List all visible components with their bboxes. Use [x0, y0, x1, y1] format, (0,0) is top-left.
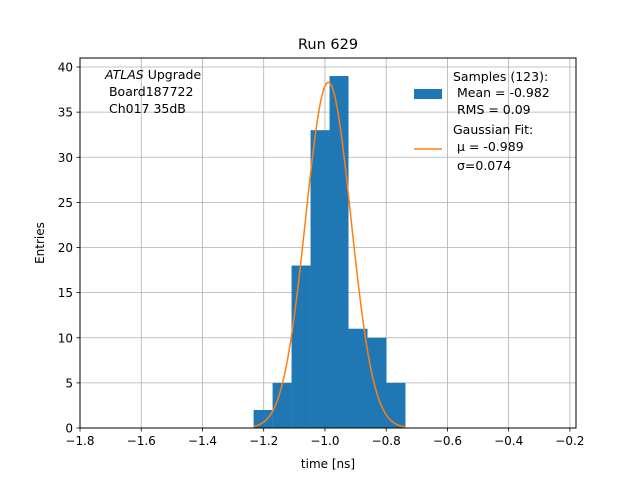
x-tick-label: −0.6 [433, 434, 462, 448]
histogram-bar [291, 265, 311, 428]
y-tick-label: 35 [58, 106, 73, 120]
legend-fit-line-1: Gaussian Fit: [453, 122, 533, 137]
legend-fit-line-3: σ=0.074 [453, 158, 511, 173]
x-tick-label: −0.8 [372, 434, 401, 448]
histogram-bar [329, 76, 349, 429]
legend-hist-line-3: RMS = 0.09 [453, 102, 531, 117]
y-tick-label: 40 [58, 61, 73, 75]
y-tick-label: 5 [65, 376, 73, 390]
x-tick-label: −0.4 [494, 434, 523, 448]
annotation-line-1: ATLAS Upgrade [104, 67, 201, 82]
x-tick-label: −1.8 [65, 434, 94, 448]
histogram-bar [310, 130, 330, 428]
legend-hist-line-1: Samples (123): [453, 69, 548, 84]
y-tick-label: 25 [58, 196, 73, 210]
chart-title: Run 629 [298, 37, 358, 53]
histogram-bar [367, 337, 387, 428]
legend: Samples (123): Mean = -0.982 RMS = 0.09 … [414, 69, 550, 173]
x-axis-label: time [ns] [301, 457, 355, 471]
histogram-bar [348, 328, 368, 428]
legend-fit-line-2: μ = -0.989 [453, 139, 524, 154]
y-axis-label: Entries [33, 222, 47, 264]
x-tick-label: −1.4 [188, 434, 217, 448]
histogram-bar [272, 382, 292, 428]
legend-hist-line-2: Mean = -0.982 [453, 85, 550, 100]
atlas-annotation: ATLAS Upgrade Board187722 Ch017 35dB [104, 67, 201, 116]
x-axis-ticks: −1.8 −1.6 −1.4 −1.2 −1.0 −0.8 −0.6 −0.4 −0.2 [65, 428, 584, 448]
x-tick-label: −1.2 [249, 434, 278, 448]
y-tick-label: 15 [58, 286, 73, 300]
histogram-bar [386, 382, 406, 428]
annotation-italic: ATLAS [104, 67, 144, 82]
x-tick-label: −1.6 [127, 434, 156, 448]
histogram-bar [253, 409, 273, 428]
y-tick-label: 10 [58, 331, 73, 345]
y-tick-label: 0 [65, 422, 73, 436]
annotation-line-3: Ch017 35dB [105, 101, 186, 116]
plot-frame [79, 57, 577, 429]
x-tick-label: −0.2 [555, 434, 584, 448]
x-tick-label: −1.0 [310, 434, 339, 448]
legend-hist-swatch [414, 89, 442, 99]
histogram-bars [253, 76, 406, 429]
y-tick-label: 30 [58, 151, 73, 165]
y-axis-ticks: 0 5 10 15 20 25 30 35 40 [58, 61, 80, 436]
y-tick-label: 20 [58, 241, 73, 255]
annotation-rest: Upgrade [144, 67, 202, 82]
annotation-line-2: Board187722 [105, 84, 193, 99]
gaussian-fit-curve [253, 81, 406, 428]
